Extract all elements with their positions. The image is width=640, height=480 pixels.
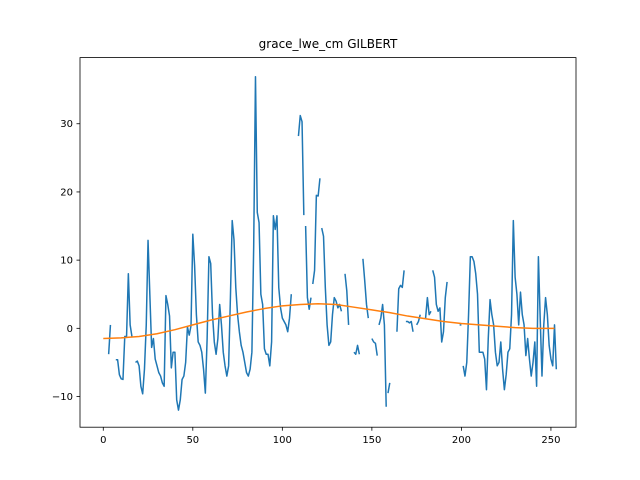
series-layer [103,75,558,411]
series-1-line-segment [378,303,387,407]
series-1-line-segment [424,296,432,319]
series-1-line-segment [115,273,133,381]
y-tick-label: 30 [60,119,73,130]
series-1-line-segment [353,344,361,355]
series-1-line-segment [135,75,293,411]
x-tick-label: 250 [541,435,560,446]
x-tick-label: 50 [186,435,199,446]
y-tick-label: −10 [52,392,73,403]
x-tick-label: 100 [273,435,292,446]
series-1-line-segment [462,219,558,391]
series-1-line-segment [432,270,448,343]
series-1-line-segment [320,227,343,347]
series-1-line-segment [362,258,370,319]
series-1-line-segment [344,273,350,325]
series-1-line-segment [415,314,421,326]
series-1-line-segment [387,382,391,394]
y-axis: −10 0 10 20 30 [52,119,80,403]
x-axis: 0 50 100 150 200 250 [100,427,560,446]
series-1-line-segment [396,270,405,332]
x-tick-label: 200 [452,435,471,446]
plot-frame [79,57,577,428]
y-tick-label: 20 [60,187,73,198]
series-1-line-segment [405,320,414,332]
x-tick-label: 0 [100,435,106,446]
chart-title: grace_lwe_cm GILBERT [259,37,398,51]
series-1-line-segment [297,114,305,216]
series-2-line-segment [103,303,555,340]
series-1-line-segment [107,324,112,355]
series-1-line-segment [312,178,321,285]
series-1-line-segment [371,338,378,356]
y-tick-label: 0 [67,324,73,335]
x-tick-label: 150 [362,435,381,446]
y-tick-label: 10 [60,256,73,267]
